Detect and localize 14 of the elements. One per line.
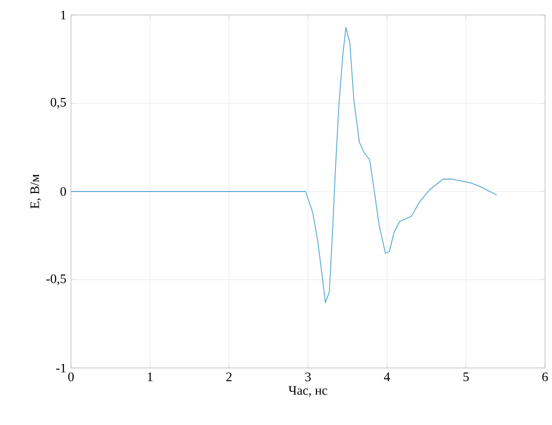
x-axis-title: Час, нс xyxy=(288,386,328,397)
y-tick-label: -1 xyxy=(56,364,66,372)
x-tick-label: 5 xyxy=(464,372,469,382)
x-tick-label: 2 xyxy=(226,372,232,382)
x-tick-label: 3 xyxy=(305,372,311,382)
x-tick-label: 0 xyxy=(68,372,74,382)
y-tick-label: 1 xyxy=(61,10,66,20)
y-axis-title: E, В/м xyxy=(30,174,42,209)
x-tick-label: 6 xyxy=(542,372,548,382)
x-tick-label: 1 xyxy=(148,372,152,382)
y-tick-label: 0,5 xyxy=(50,98,66,109)
x-tick-label: 4 xyxy=(384,372,390,382)
y-tick-label: -0,5 xyxy=(46,274,66,286)
y-tick-label: 0 xyxy=(60,187,66,196)
